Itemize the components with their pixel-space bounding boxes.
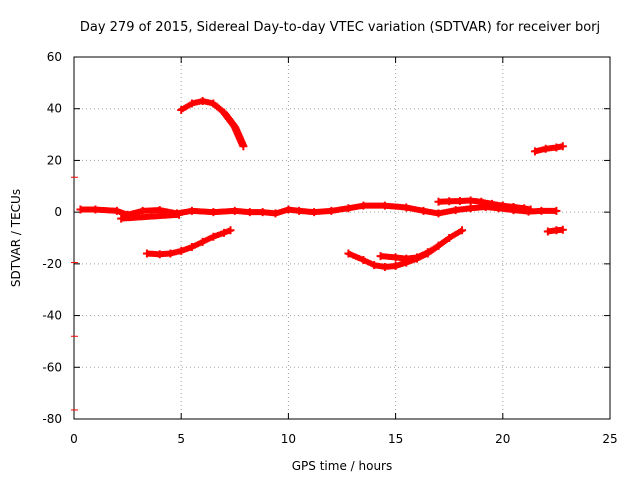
y-tick-label: 20: [47, 153, 62, 167]
y-tick-label: 0: [54, 205, 62, 219]
series-segment-21-23: [530, 142, 567, 156]
ticks: 0 5 10 15 20 25 -80 -60 -40 -20 0 20 40 60: [42, 50, 617, 446]
y-axis-label: SDTVAR / TECUs: [9, 189, 23, 287]
x-tick-label: 25: [602, 432, 617, 446]
series-outliers-baseline: [117, 210, 184, 223]
series-short-22: [543, 225, 567, 236]
chart-title: Day 279 of 2015, Sidereal Day-to-day VTE…: [80, 20, 600, 35]
y-tick-label: -40: [42, 309, 62, 323]
x-axis-label: GPS time / hours: [292, 459, 393, 473]
y-tick-label: 40: [47, 102, 62, 116]
series-rise-3-7: [142, 226, 235, 259]
series-edge-marks: [71, 176, 78, 411]
data-points: [71, 96, 567, 411]
y-tick-label: 60: [47, 50, 62, 64]
series-arc-5-8: [177, 96, 248, 151]
y-tick-label: -20: [42, 257, 62, 271]
x-tick-label: 10: [281, 432, 296, 446]
plot-frame: [73, 56, 611, 420]
grid-lines: [74, 57, 610, 419]
data-point: [552, 206, 561, 215]
x-tick-label: 5: [177, 432, 185, 446]
series-rise-14-18: [376, 226, 467, 263]
data-point: [239, 142, 248, 151]
x-tick-label: 0: [70, 432, 78, 446]
data-point: [558, 142, 567, 151]
y-tick-label: -60: [42, 360, 62, 374]
data-point: [458, 226, 467, 235]
data-point: [226, 226, 235, 235]
data-point: [526, 205, 535, 214]
data-point: [175, 210, 184, 219]
y-tick-label: -80: [42, 412, 62, 426]
x-tick-label: 20: [495, 432, 510, 446]
x-tick-label: 15: [388, 432, 403, 446]
data-point: [558, 225, 567, 234]
series-hump-17-22: [434, 196, 535, 214]
